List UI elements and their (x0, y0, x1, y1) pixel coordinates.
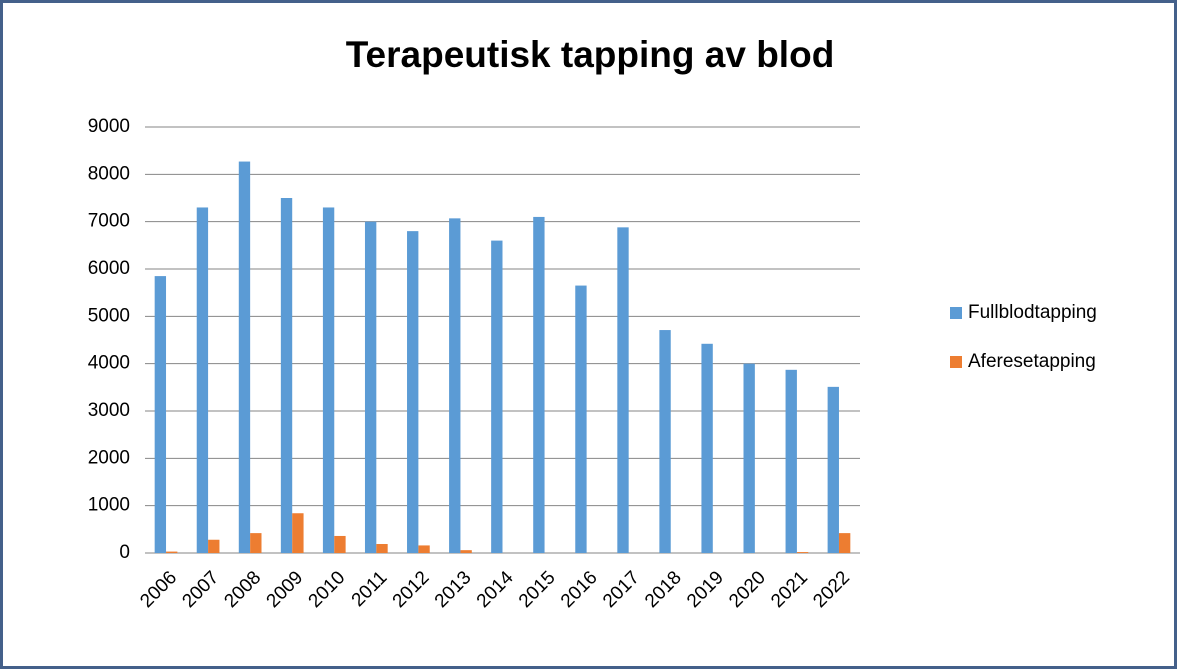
legend-label: Aferesetapping (968, 351, 1096, 372)
bar (838, 533, 851, 553)
bar (449, 218, 461, 553)
bar (617, 227, 629, 553)
bar (659, 330, 671, 553)
bar (250, 533, 262, 553)
bar (418, 545, 430, 553)
bar (238, 161, 251, 553)
y-tick-label: 2000 (88, 447, 130, 468)
bar (407, 231, 419, 553)
bar (292, 513, 304, 553)
legend-swatch (950, 356, 962, 368)
bar (154, 276, 167, 553)
y-tick-label: 9000 (88, 116, 130, 137)
bar (533, 216, 545, 553)
bar (827, 386, 839, 553)
bar (491, 240, 503, 553)
bar (166, 551, 178, 553)
bar (460, 550, 472, 553)
chart-title: Terapeutisk tapping av blod (346, 34, 835, 75)
bar (376, 544, 388, 553)
y-tick-label: 3000 (88, 400, 130, 421)
y-tick-label: 8000 (88, 163, 130, 184)
legend-swatch (950, 307, 962, 319)
bar (196, 207, 209, 553)
y-tick-label: 5000 (88, 305, 130, 326)
y-tick-label: 7000 (88, 211, 130, 232)
y-tick-label: 0 (119, 542, 130, 563)
bar (364, 221, 377, 553)
bar (575, 285, 587, 553)
bar (322, 207, 335, 553)
bar (208, 539, 220, 553)
bar (796, 552, 809, 553)
y-tick-label: 6000 (88, 258, 130, 279)
legend-label: Fullblodtapping (968, 302, 1097, 323)
y-tick-label: 4000 (88, 353, 130, 374)
bar (785, 369, 797, 553)
bar (743, 363, 755, 553)
y-tick-label: 1000 (88, 495, 130, 516)
bar (334, 535, 346, 553)
bar (701, 343, 713, 553)
bar (280, 198, 293, 553)
